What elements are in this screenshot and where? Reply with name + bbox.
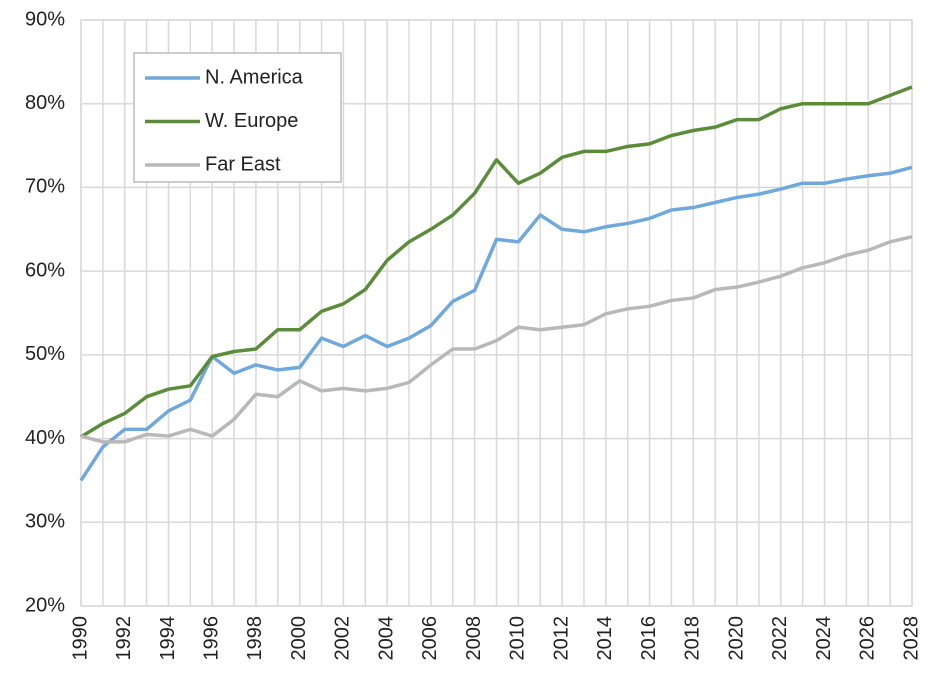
x-tick-label: 2004 (375, 616, 397, 661)
legend-box (133, 52, 342, 183)
x-tick-label: 2008 (463, 616, 485, 661)
x-tick-label: 2002 (332, 616, 354, 661)
y-tick-label: 70% (25, 176, 65, 198)
x-tick-label: 2014 (594, 616, 616, 661)
x-tick-label: 1998 (244, 616, 266, 661)
y-tick-label: 50% (25, 343, 65, 365)
x-tick-label: 2010 (507, 616, 529, 661)
x-tick-label: 1994 (157, 616, 179, 661)
x-tick-label: 1996 (200, 616, 222, 661)
legend-label: W. Europe (205, 110, 298, 132)
x-tick-label: 2012 (550, 616, 572, 661)
y-tick-label: 30% (25, 511, 65, 533)
x-tick-label: 2006 (419, 616, 441, 661)
series-line (80, 85, 913, 439)
x-tick-label: 2000 (288, 616, 310, 661)
x-tick-label: 1992 (113, 616, 135, 661)
x-tick-label: 2016 (638, 616, 660, 661)
plot-border (80, 19, 913, 607)
legend: N. America W. Europe Far East (133, 52, 342, 183)
legend-label: N. America (205, 66, 304, 88)
y-tick-label: 20% (25, 594, 65, 616)
x-tick-label: 2028 (900, 616, 922, 661)
y-tick-label: 40% (25, 427, 65, 449)
x-tick-label: 2026 (857, 616, 879, 661)
x-tick-label: 2018 (682, 616, 704, 661)
x-tick-label: 2022 (769, 616, 791, 661)
series-line (80, 235, 913, 444)
legend-label: Far East (205, 153, 281, 175)
y-tick-label: 80% (25, 92, 65, 114)
y-tick-label: 60% (25, 259, 65, 281)
x-tick-label: 2020 (725, 616, 747, 661)
x-tick-label: 2024 (813, 616, 835, 661)
x-tick-label: 1990 (69, 616, 91, 661)
y-tick-label: 90% (25, 8, 65, 30)
series-line (79, 165, 913, 482)
